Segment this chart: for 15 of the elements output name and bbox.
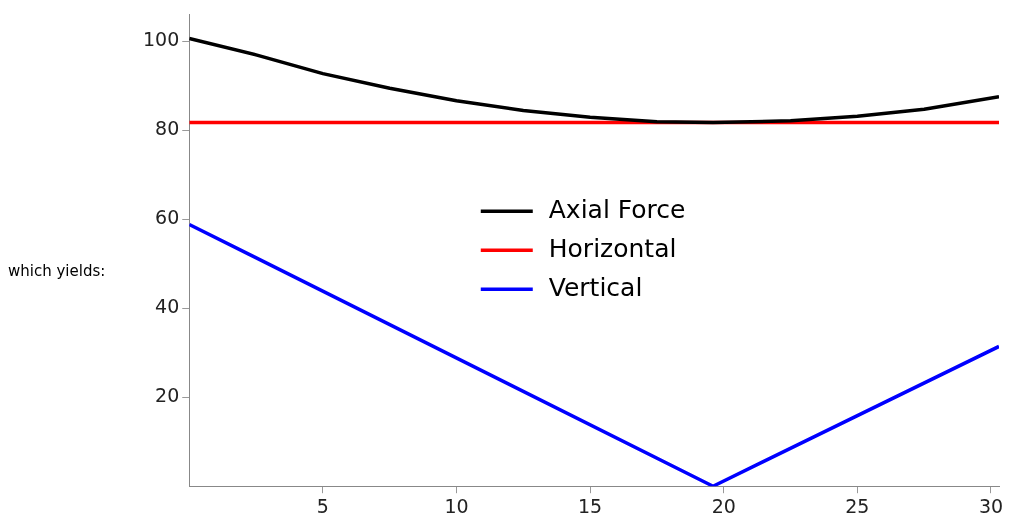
y-tick-label: 80 — [155, 117, 180, 140]
x-tick-label: 15 — [578, 494, 603, 517]
x-tick-label: 30 — [978, 494, 1004, 517]
x-tick-label: 25 — [845, 494, 870, 517]
y-tick-label: 100 — [143, 28, 180, 51]
legend-label: Axial Force — [548, 194, 686, 224]
text: which yields: — [8, 262, 106, 280]
x-tick-label: 20 — [711, 494, 736, 517]
legend-label: Horizontal — [548, 233, 677, 263]
legend-label: Vertical — [548, 272, 643, 302]
x-tick-label: 5 — [316, 494, 329, 517]
y-tick-label: 20 — [155, 384, 180, 407]
x-tick-label: 10 — [444, 494, 469, 517]
y-tick-label: 40 — [155, 295, 180, 318]
y-tick-label: 60 — [155, 206, 180, 229]
